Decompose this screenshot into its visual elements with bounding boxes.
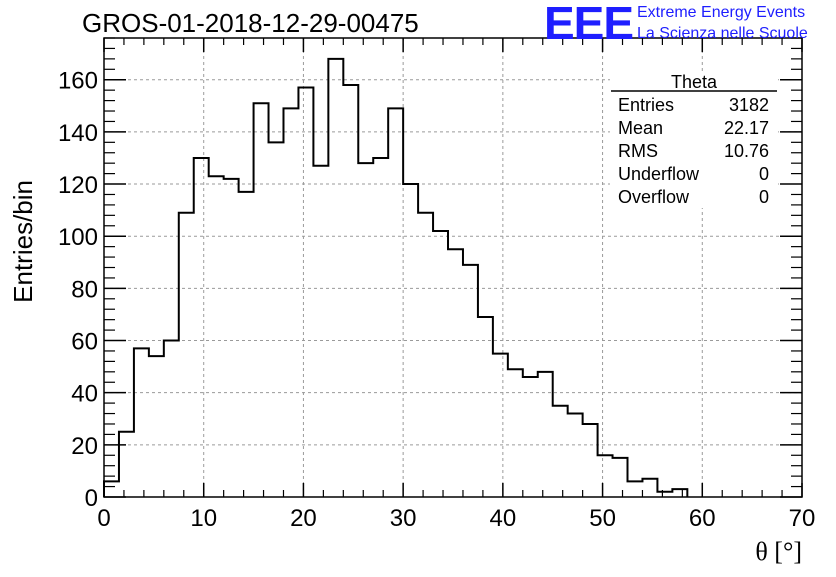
histogram-bar	[583, 424, 598, 497]
stats-box-background	[610, 72, 778, 208]
histogram-bar	[523, 377, 538, 497]
stats-row-value: 0	[759, 164, 769, 184]
histogram-bar	[553, 406, 568, 497]
histogram-bar	[613, 458, 628, 497]
histogram-bar	[448, 249, 463, 497]
histogram-bar	[119, 432, 134, 497]
histogram-bar	[239, 192, 254, 497]
histogram-bars	[104, 59, 687, 497]
y-axis-label: Entries/bin	[8, 180, 38, 303]
x-tick-label: 70	[789, 505, 816, 532]
y-tick-label: 80	[71, 276, 98, 303]
histogram-bar	[134, 348, 149, 497]
histogram-bar	[493, 354, 508, 497]
plot-frame	[103, 37, 803, 498]
stats-row-value: 22.17	[724, 118, 769, 138]
histogram-bar	[283, 108, 298, 497]
stats-row-value: 0	[759, 187, 769, 207]
histogram-bar	[478, 317, 493, 497]
x-tick-label: 10	[190, 505, 217, 532]
histogram-bar	[194, 158, 209, 497]
y-tick-label: 100	[58, 224, 98, 251]
stats-box-title: Theta	[671, 72, 718, 92]
x-tick-labels: 0 10 20 30 40 50 60 70	[97, 505, 815, 532]
y-tick-label: 60	[71, 329, 98, 356]
histogram-bar	[224, 179, 239, 497]
histogram-bar	[403, 184, 418, 497]
y-tick-label: 20	[71, 433, 98, 460]
stats-row-label: Entries	[618, 95, 674, 115]
stats-box: Theta Entries 3182 Mean 22.17 RMS 10.76 Underf…	[610, 72, 778, 208]
histogram-bar	[358, 163, 373, 497]
histogram-bar	[269, 142, 284, 497]
histogram-bar	[298, 88, 313, 497]
histogram-bar	[343, 85, 358, 497]
histogram-bar	[642, 479, 657, 497]
eee-logo: EEE	[544, 0, 634, 49]
histogram-bar	[657, 492, 672, 497]
stats-row-value: 3182	[729, 95, 769, 115]
stats-row-label: Mean	[618, 118, 663, 138]
chart-title: GROS-01-2018-12-29-00475	[82, 8, 419, 38]
x-tick-label: 50	[589, 505, 616, 532]
y-tick-label: 40	[71, 381, 98, 408]
histogram-bar	[328, 59, 343, 497]
histogram-bar	[463, 265, 478, 497]
stats-row-label: Overflow	[618, 187, 690, 207]
histogram-bar	[538, 372, 553, 497]
logo-line-1: Extreme Energy Events	[637, 4, 806, 21]
histogram-bar	[313, 166, 328, 497]
histogram-bar	[433, 231, 448, 497]
x-tick-label: 40	[490, 505, 517, 532]
histogram-bar	[418, 213, 433, 497]
histogram-bar	[568, 414, 583, 497]
y-tick-label: 140	[58, 120, 98, 147]
grid-lines	[104, 38, 802, 497]
histogram-bar	[149, 356, 164, 497]
stats-row-label: Underflow	[618, 164, 700, 184]
y-tick-label: 120	[58, 172, 98, 199]
histogram-bar	[598, 455, 613, 497]
histogram-bar	[209, 176, 224, 497]
histogram-bar	[104, 481, 119, 497]
x-tick-label: 20	[290, 505, 317, 532]
histogram-bar	[508, 369, 523, 497]
x-axis-label: θ [°]	[755, 537, 802, 566]
x-tick-label: 60	[689, 505, 716, 532]
histogram-outline	[103, 57, 689, 497]
histogram-bar	[373, 158, 388, 497]
stats-row-label: RMS	[618, 141, 658, 161]
histogram-bar	[179, 213, 194, 497]
y-tick-label: 0	[85, 485, 98, 512]
y-tick-label: 160	[58, 68, 98, 95]
stats-row-value: 10.76	[724, 141, 769, 161]
y-tick-labels: 0 20 40 60 80 100 120 140 160	[58, 68, 98, 512]
histogram-bar	[254, 103, 269, 497]
x-tick-label: 30	[390, 505, 417, 532]
histogram-bar	[672, 489, 687, 497]
histogram-bar	[628, 481, 643, 497]
logo-line-2: La Scienza nelle Scuole	[637, 25, 808, 42]
histogram-bar	[164, 341, 179, 497]
histogram-bar	[388, 108, 403, 497]
x-tick-label: 0	[97, 505, 110, 532]
